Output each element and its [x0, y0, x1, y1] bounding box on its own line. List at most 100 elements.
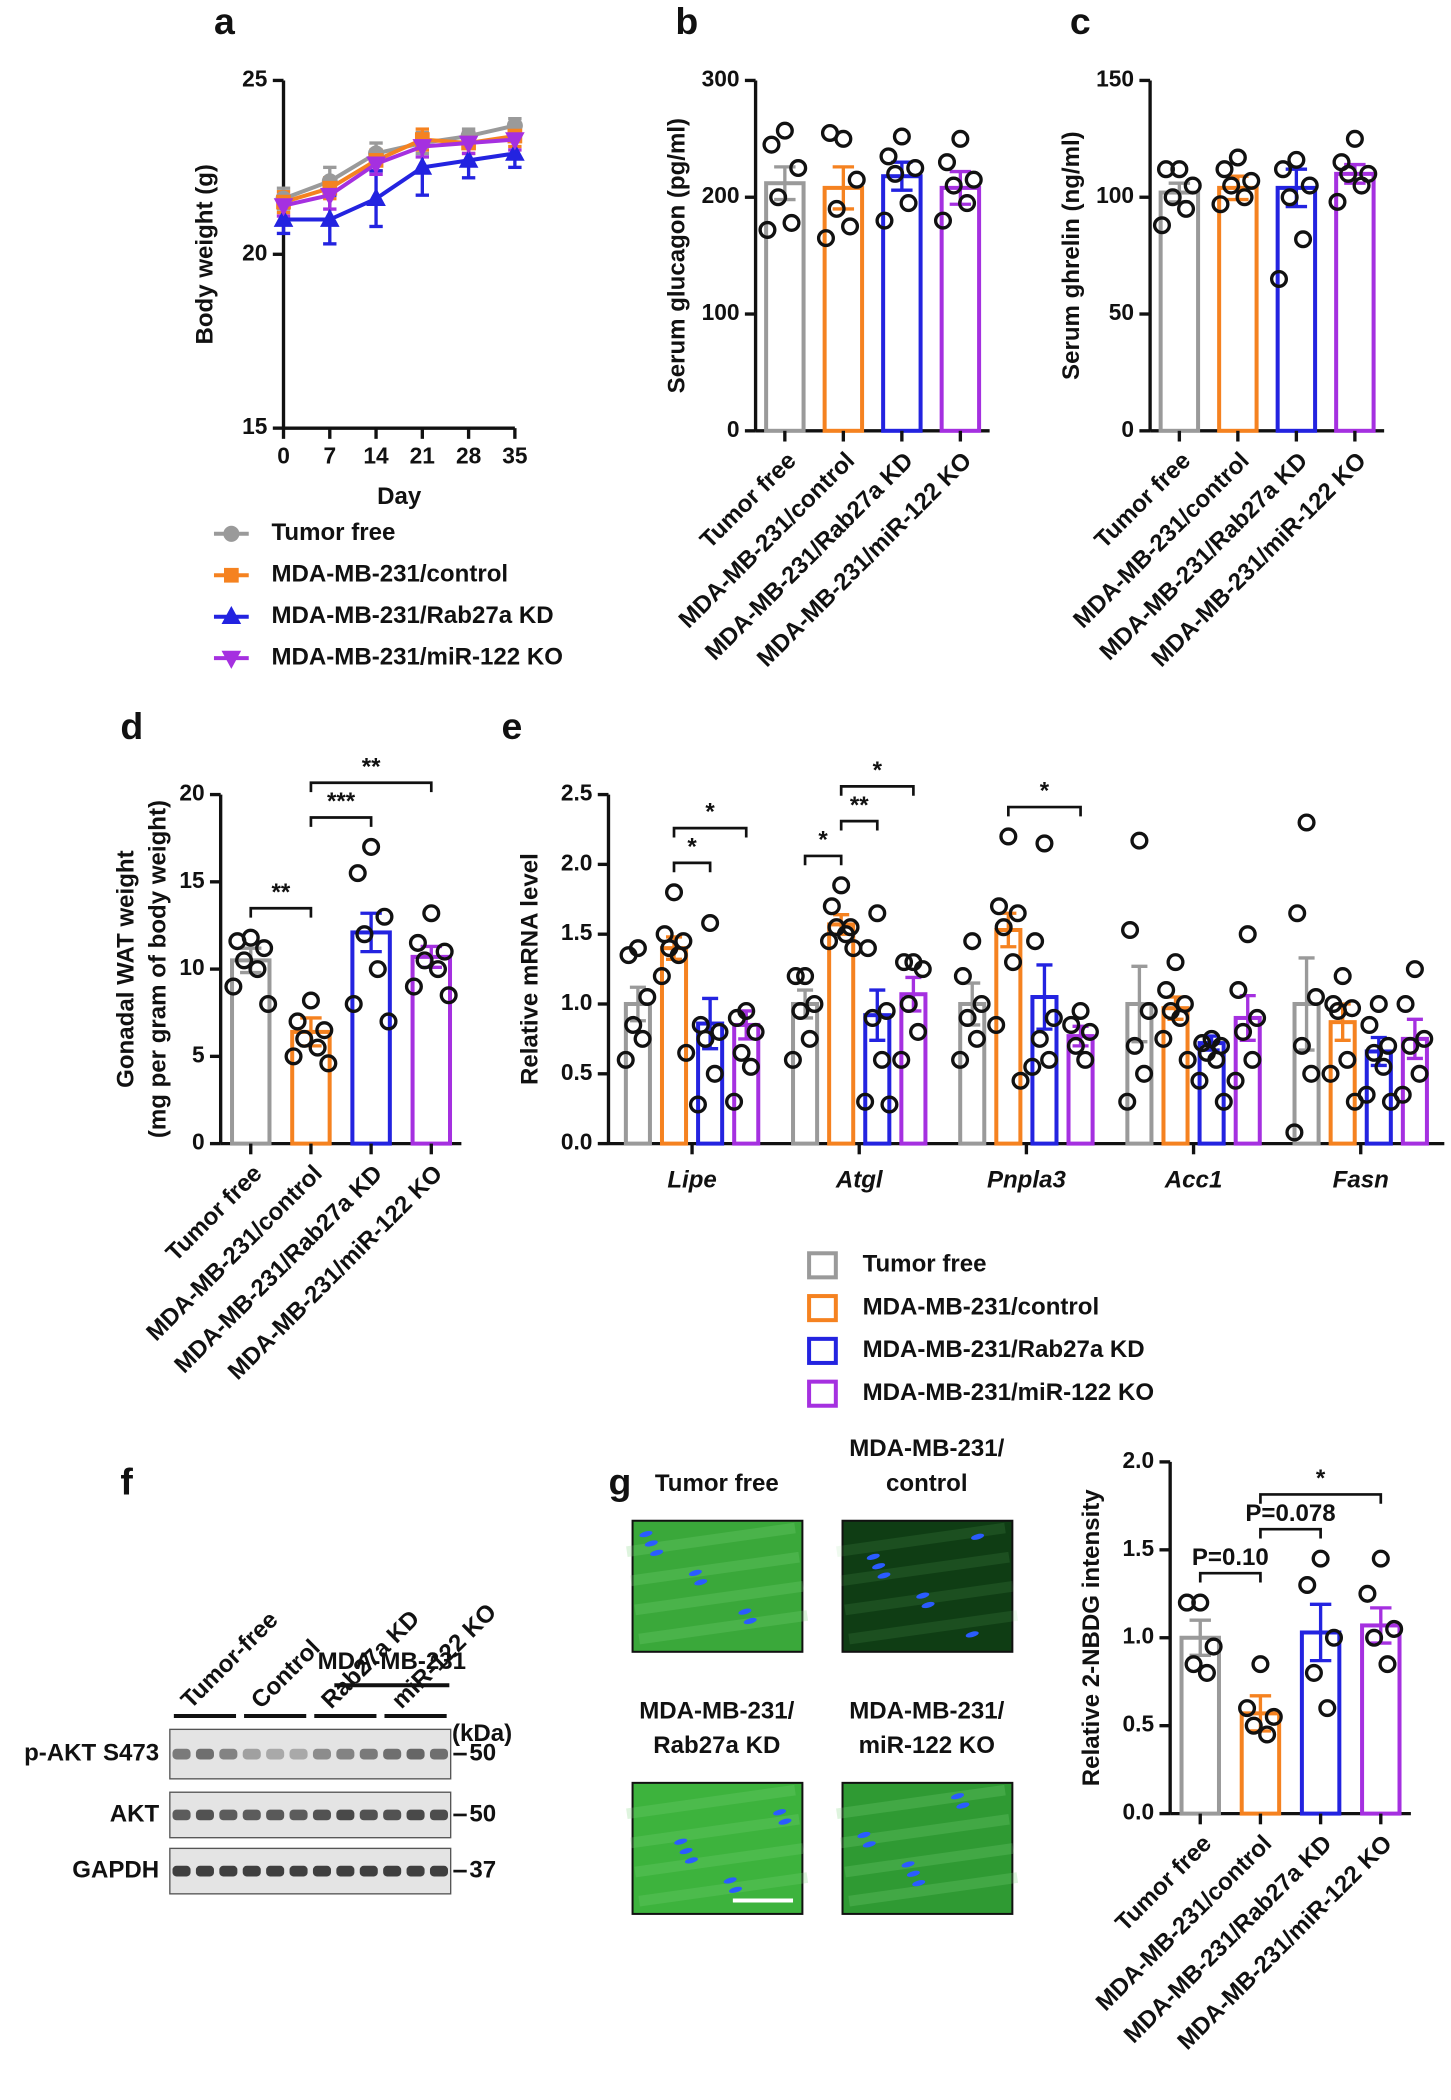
nucleus	[773, 1809, 787, 1816]
nucleus	[743, 1617, 757, 1625]
data-point	[1318, 1699, 1337, 1718]
data-point	[863, 1008, 882, 1027]
data-point	[1357, 1085, 1376, 1104]
data-point	[1238, 925, 1257, 944]
series-marker	[505, 132, 525, 151]
nucleus	[965, 1631, 979, 1638]
fiber-streak	[836, 1522, 1006, 1557]
significance-bracket	[1259, 1493, 1383, 1504]
data-point	[710, 1022, 729, 1041]
blot-band	[429, 1809, 449, 1821]
data-point	[1222, 176, 1241, 195]
y-tick-label: 100	[1096, 182, 1134, 208]
bar	[410, 954, 453, 1146]
data-point	[348, 864, 367, 883]
data-point	[1154, 1029, 1173, 1048]
data-point	[933, 211, 953, 230]
data-point	[319, 1054, 338, 1073]
data-point	[909, 1022, 928, 1041]
blot-band	[429, 1865, 449, 1877]
fiber-streak	[630, 1551, 800, 1587]
data-point	[705, 1064, 724, 1083]
data-point	[308, 1038, 327, 1057]
data-point	[880, 1095, 899, 1114]
series-marker	[273, 208, 294, 227]
data-point	[906, 159, 925, 178]
data-point	[1003, 953, 1023, 972]
data-point	[688, 1095, 707, 1114]
legend-label: MDA-MB-231/miR-122 KO	[863, 1379, 1154, 1406]
fiber-streak	[638, 1872, 809, 1907]
legend-label: MDA-MB-231/control	[271, 561, 508, 588]
data-point	[1234, 1022, 1253, 1041]
data-point	[1214, 1092, 1233, 1111]
data-point	[746, 1022, 765, 1041]
y-tick-label: 0.0	[561, 1129, 593, 1155]
data-point	[228, 932, 247, 951]
data-point	[875, 211, 894, 230]
y-tick-label: 50	[1109, 299, 1134, 325]
data-point	[1365, 1043, 1384, 1062]
significance-label: **	[362, 753, 381, 780]
blot-header: MDA-MB-231	[318, 1648, 466, 1675]
legend-marker	[223, 525, 240, 542]
blot-band	[172, 1809, 191, 1821]
legend-swatch	[807, 1251, 838, 1280]
bar	[827, 922, 856, 1146]
data-point	[624, 1015, 643, 1034]
blot-band	[266, 1865, 285, 1877]
data-point	[892, 127, 911, 146]
blot-band	[195, 1865, 214, 1877]
blot-band	[289, 1748, 308, 1760]
series-line	[283, 151, 516, 222]
nucleus	[639, 1531, 653, 1538]
nucleus	[679, 1847, 693, 1855]
legend-label: MDA-MB-231/control	[863, 1293, 1100, 1320]
nucleus	[694, 1579, 708, 1586]
fiber-streak	[630, 1813, 800, 1849]
data-point	[1139, 1001, 1158, 1021]
y-tick-label: 150	[1096, 65, 1134, 91]
y-tick-label: 1.5	[1123, 1535, 1155, 1561]
nucleus	[723, 1877, 737, 1884]
data-point	[987, 1015, 1006, 1034]
fiber-streak	[638, 1610, 809, 1645]
data-point	[375, 907, 394, 926]
data-point	[616, 1050, 635, 1069]
panel-label: f	[120, 1461, 133, 1503]
micrograph-label: Tumor free	[655, 1470, 779, 1497]
blot-band	[336, 1865, 355, 1877]
data-point	[1287, 150, 1306, 169]
data-point	[822, 897, 841, 916]
data-point	[892, 1050, 911, 1069]
significance-label: *	[705, 799, 715, 826]
data-point	[284, 1047, 303, 1066]
nucleus	[857, 1831, 871, 1839]
fiber-streak	[844, 1580, 1014, 1616]
data-point	[775, 121, 794, 140]
y-tick-label: 25	[242, 65, 267, 91]
data-point	[1040, 1050, 1059, 1069]
data-point	[1345, 129, 1364, 148]
data-point	[1311, 1549, 1330, 1568]
y-tick-label: 2.0	[561, 849, 593, 875]
bar	[899, 992, 928, 1146]
bar	[1360, 1623, 1402, 1816]
data-point	[1242, 171, 1261, 190]
series-marker	[319, 187, 340, 206]
legend-marker	[221, 605, 242, 625]
significance-label: P=0.078	[1245, 1500, 1335, 1527]
nucleus	[738, 1608, 752, 1615]
data-point	[899, 994, 918, 1014]
data-point	[415, 951, 434, 970]
data-point	[1378, 1655, 1397, 1674]
nucleus	[684, 1857, 698, 1864]
data-point	[677, 1043, 696, 1062]
blot-band	[359, 1809, 378, 1821]
data-point	[732, 1043, 751, 1062]
y-axis-title: Body weight (g)	[191, 164, 218, 344]
nucleus	[877, 1572, 891, 1579]
data-point	[1365, 1628, 1384, 1647]
micrograph	[631, 1781, 804, 1915]
nucleus	[644, 1540, 658, 1547]
